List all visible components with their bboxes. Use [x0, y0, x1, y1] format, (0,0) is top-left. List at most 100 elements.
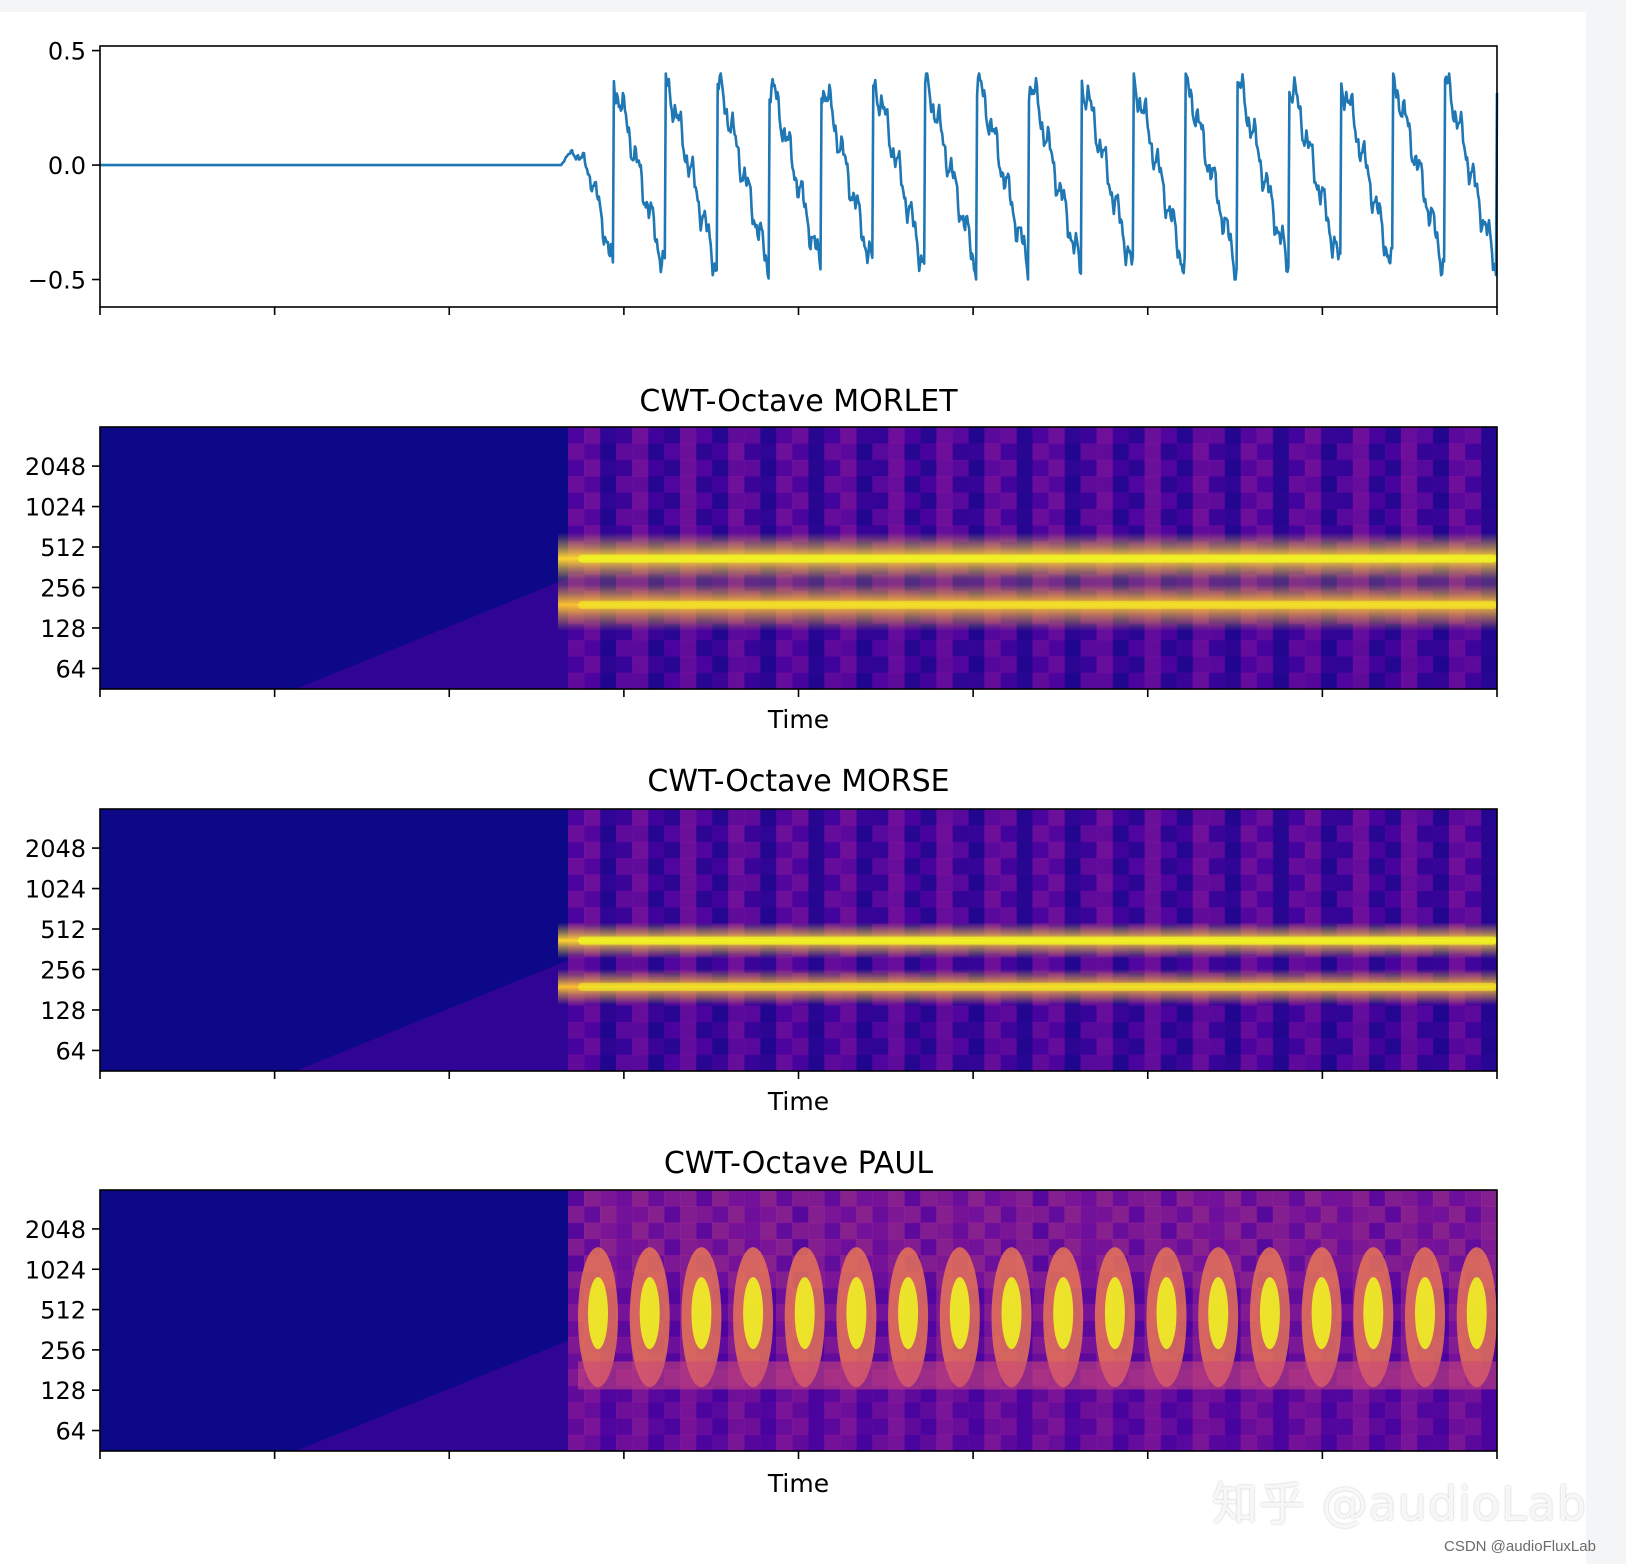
scalogram-cell-2	[1304, 858, 1322, 876]
scalogram-cell-1	[1032, 443, 1050, 461]
scalogram-cell-1	[824, 639, 841, 657]
scalogram-cell-3	[632, 1222, 649, 1240]
scalogram-cell-2	[1160, 890, 1178, 908]
scalogram-cell-2	[600, 1005, 617, 1023]
scalogram-cell-1	[1176, 508, 1194, 526]
scalogram-cell-1	[920, 672, 937, 690]
scalogram-cell-3	[760, 1402, 777, 1419]
scalogram-cell-1	[1208, 508, 1226, 526]
scalogram-cell-2	[1112, 874, 1130, 892]
scalogram-cell-1	[1256, 443, 1274, 461]
scalogram-cell-2	[1032, 1021, 1050, 1039]
scalogram-cell-1	[712, 508, 729, 526]
scalogram-cell-3	[712, 1206, 729, 1224]
scalogram-cell-2	[824, 809, 841, 826]
scalogram-cell-1	[696, 656, 713, 674]
scalogram-cell-1	[1208, 459, 1226, 477]
scalogram-cell-3	[1304, 1385, 1322, 1403]
scalogram-cell-2	[568, 874, 585, 892]
scalogram-cell-1	[744, 508, 761, 526]
scalogram-cell-2	[1080, 1021, 1098, 1039]
scalogram-cell-2	[1144, 1054, 1162, 1072]
scalogram-cell-2	[952, 825, 969, 843]
scalogram-cell-1	[1320, 443, 1338, 461]
scalogram-cell-1	[1304, 508, 1322, 526]
scalogram-cell-3	[760, 1190, 777, 1207]
scalogram-cell-1	[808, 656, 825, 674]
scalogram-cell-1	[1016, 508, 1034, 526]
scalogram-cell-2	[1208, 1038, 1226, 1056]
scalogram-cell-3	[712, 1434, 729, 1452]
scalogram-cell-1	[648, 459, 665, 477]
scalogram-cell-3	[920, 1206, 937, 1224]
scalogram-cell-1	[1320, 639, 1338, 657]
scalogram-cell-2	[1032, 825, 1050, 843]
scalogram-cell-2	[696, 809, 713, 826]
scalogram-cell-1	[1048, 427, 1066, 444]
scalogram-cell-2	[840, 1054, 857, 1072]
scalogram-cell-2	[824, 890, 841, 908]
scalogram-cell-2	[744, 841, 761, 859]
scalogram-cell-2	[952, 809, 969, 826]
scalogram-cell-3	[1384, 1402, 1402, 1419]
scalogram-cell-1	[568, 672, 585, 690]
scalogram-cell-3	[1400, 1190, 1418, 1207]
scalogram-cell-2	[1112, 1005, 1130, 1023]
scalogram-cell-2	[680, 858, 697, 876]
scalogram-cell-1	[1272, 443, 1290, 461]
scalogram-cell-2	[920, 1021, 937, 1039]
scalogram-cell-3	[1096, 1206, 1114, 1224]
scalogram-cell-1	[776, 443, 793, 461]
paul-blob-core-0	[588, 1277, 608, 1350]
scalogram-cell-3	[664, 1418, 681, 1436]
scalogram-cell-1	[968, 508, 985, 526]
scalogram-cell-1	[888, 656, 905, 674]
scalogram-cell-2	[1465, 890, 1482, 908]
scalogram-cell-2	[680, 809, 697, 826]
scalogram-cell-1	[1465, 459, 1482, 477]
scalogram-cell-1	[648, 656, 665, 674]
scalogram-cell-2	[648, 874, 665, 892]
scalogram-cell-2	[984, 858, 1001, 876]
scalogram-cell-2	[776, 1038, 793, 1056]
scalogram-cell-3	[1016, 1238, 1034, 1256]
scalogram-cell-2	[1368, 809, 1386, 826]
scalogram-cell-2	[616, 874, 633, 892]
scalogram-cell-3	[1240, 1385, 1258, 1403]
scalogram-cell-1	[856, 508, 873, 526]
scalogram-cell-2	[1016, 841, 1034, 859]
scalogram-cell-1	[824, 672, 841, 690]
scalogram-cell-1	[1112, 459, 1130, 477]
page-right-strip	[1586, 0, 1626, 1564]
scalogram-cell-2	[1080, 907, 1098, 925]
scalogram-cell-3	[600, 1385, 617, 1403]
scalogram-cell-2	[1481, 1054, 1498, 1072]
scalogram-cell-2	[1032, 890, 1050, 908]
y-tick-label-3-0: 64	[55, 1418, 86, 1446]
scalogram-cell-2	[920, 841, 937, 859]
scalogram-cell-2	[712, 907, 729, 925]
scalogram-cell-3	[888, 1402, 905, 1419]
scalogram-cell-1	[1064, 508, 1082, 526]
scalogram-cell-1	[1448, 427, 1466, 444]
scalogram-cell-1	[760, 427, 777, 444]
scalogram-cell-1	[1048, 476, 1066, 494]
scalogram-cell-1	[808, 459, 825, 477]
scalogram-cell-1	[1208, 476, 1226, 494]
scalogram-cell-1	[584, 427, 601, 444]
scalogram-cell-3	[872, 1336, 889, 1354]
scalogram-cell-2	[952, 890, 969, 908]
scalogram-cell-3	[760, 1434, 777, 1452]
scalogram-cell-2	[1208, 841, 1226, 859]
scalogram-cell-2	[888, 1038, 905, 1056]
scalogram-cell-3	[1016, 1206, 1034, 1224]
scalogram-cell-1	[600, 656, 617, 674]
scalogram-cell-1	[1384, 443, 1402, 461]
scalogram-cell-2	[776, 858, 793, 876]
scalogram-cell-2	[1384, 1005, 1402, 1023]
scalogram-cell-2	[1352, 1005, 1370, 1023]
scalogram-cell-2	[952, 1005, 969, 1023]
scalogram-cell-3	[1272, 1238, 1290, 1256]
scalogram-cell-3	[936, 1385, 953, 1403]
chart-title-1: CWT-Octave MORLET	[639, 384, 958, 419]
